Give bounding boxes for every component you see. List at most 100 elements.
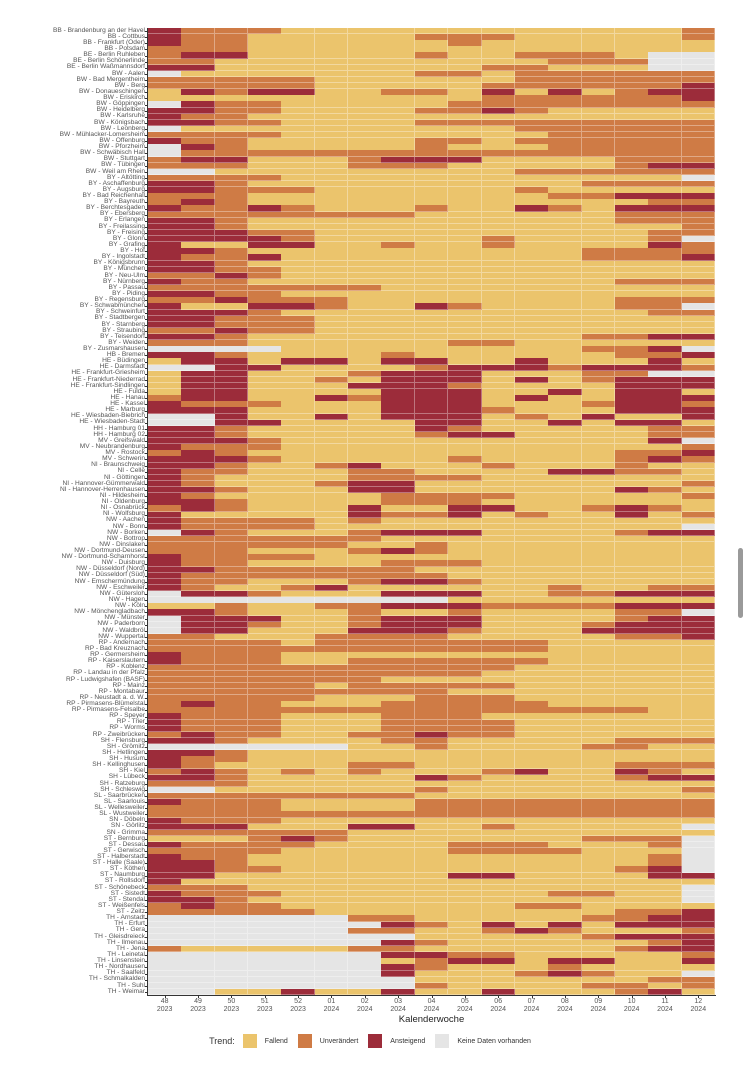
heatmap-cell	[448, 150, 482, 157]
x-tick-year: 2023	[290, 1006, 306, 1013]
x-tick-week: 50	[227, 998, 236, 1005]
x-tick-week: 03	[394, 998, 403, 1005]
x-tick-label: 08 2024	[548, 998, 582, 1014]
heatmap-cell	[281, 95, 316, 102]
heatmap-cell	[214, 40, 249, 47]
heatmap-cell	[148, 76, 182, 84]
heatmap-cell	[148, 83, 182, 90]
y-tick	[145, 349, 148, 351]
x-tick	[698, 995, 700, 998]
x-tick-week: 04	[427, 998, 436, 1005]
heatmap-cell	[348, 150, 382, 157]
heatmap-cell	[148, 40, 182, 47]
y-tick	[145, 245, 148, 247]
x-tick-week: 05	[460, 998, 469, 1005]
y-tick	[145, 98, 148, 100]
y-tick	[145, 636, 148, 638]
y-tick	[145, 881, 148, 883]
heatmap-cell	[481, 150, 516, 157]
heatmap-cell	[414, 46, 449, 53]
y-tick	[145, 753, 148, 755]
heatmap-cell	[314, 113, 349, 121]
y-tick	[145, 73, 148, 75]
heatmap-cell	[648, 138, 682, 145]
y-tick	[145, 61, 148, 63]
heatmap-cell	[414, 70, 449, 78]
heatmap-cell	[181, 162, 215, 170]
heatmap-cell	[681, 125, 716, 133]
heatmap-cell	[648, 70, 682, 78]
x-tick-label: 04 2024	[415, 998, 449, 1014]
y-tick	[145, 826, 148, 828]
heatmap-cell	[181, 64, 215, 72]
heatmap-cell	[448, 40, 482, 47]
heatmap-cell	[281, 125, 316, 133]
y-tick	[145, 667, 148, 669]
y-tick	[145, 367, 148, 369]
heatmap-cell	[614, 83, 649, 90]
y-tick	[145, 796, 148, 798]
heatmap-cell	[614, 144, 649, 151]
heatmap-cell	[281, 144, 316, 151]
y-tick	[145, 777, 148, 779]
heatmap-cell	[148, 168, 182, 176]
heatmap-cell	[681, 101, 716, 108]
heatmap-cell	[381, 125, 416, 133]
heatmap-cell	[414, 34, 449, 41]
heatmap-cell	[281, 46, 316, 53]
heatmap-cell	[514, 156, 549, 163]
legend-item-unveraendert: Unverändert	[297, 1034, 358, 1048]
y-tick	[145, 961, 148, 963]
heatmap-cell	[581, 52, 616, 59]
y-tick	[145, 918, 148, 920]
x-tick-label: 09 2024	[581, 998, 615, 1014]
heatmap-cell	[214, 168, 249, 176]
y-tick	[145, 520, 148, 522]
heatmap-cell	[381, 64, 416, 72]
x-tick-week: 52	[294, 998, 302, 1005]
heatmap-cell	[314, 83, 349, 90]
heatmap-cell	[514, 113, 549, 121]
heatmap-cell	[448, 156, 482, 163]
y-tick	[145, 110, 148, 112]
y-tick	[145, 373, 148, 375]
x-tick-week: 02	[360, 998, 369, 1005]
heatmap-cell	[581, 113, 616, 121]
heatmap-cell	[414, 150, 449, 157]
x-tick-week: 11	[661, 998, 669, 1005]
heatmap-cell	[214, 64, 249, 72]
heatmap-cell	[381, 181, 416, 188]
heatmap-cell	[381, 40, 416, 47]
heatmap-cell	[281, 150, 316, 157]
y-tick	[145, 747, 148, 749]
heatmap-cell	[481, 125, 516, 133]
heatmap-cell	[548, 181, 582, 188]
y-tick	[145, 973, 148, 975]
y-tick	[145, 942, 148, 944]
y-tick	[145, 269, 148, 271]
y-tick	[145, 783, 148, 785]
heatmap-cell	[614, 40, 649, 47]
x-tick-week: 48	[160, 998, 169, 1005]
x-tick-year: 2024	[623, 1006, 640, 1013]
heatmap-cell	[314, 132, 349, 139]
heatmap-cell	[314, 125, 349, 133]
y-tick	[145, 594, 148, 596]
heatmap-cell	[248, 113, 282, 121]
heatmap-cell	[481, 58, 516, 65]
y-tick	[145, 569, 148, 571]
heatmap-cell	[348, 119, 382, 127]
x-tick	[164, 995, 166, 998]
heatmap-cell	[314, 64, 349, 72]
heatmap-cell	[314, 156, 349, 163]
heatmap-cell	[181, 132, 215, 139]
heatmap-cell	[681, 144, 716, 151]
y-tick	[145, 685, 148, 687]
heatmap-cell	[514, 119, 549, 127]
vertical-scrollbar[interactable]	[738, 548, 743, 618]
heatmap-cell	[181, 174, 215, 182]
heatmap-cell	[648, 162, 682, 170]
heatmap-cell	[214, 138, 249, 145]
y-tick	[145, 196, 148, 198]
x-tick-year: 2024	[457, 1006, 473, 1013]
